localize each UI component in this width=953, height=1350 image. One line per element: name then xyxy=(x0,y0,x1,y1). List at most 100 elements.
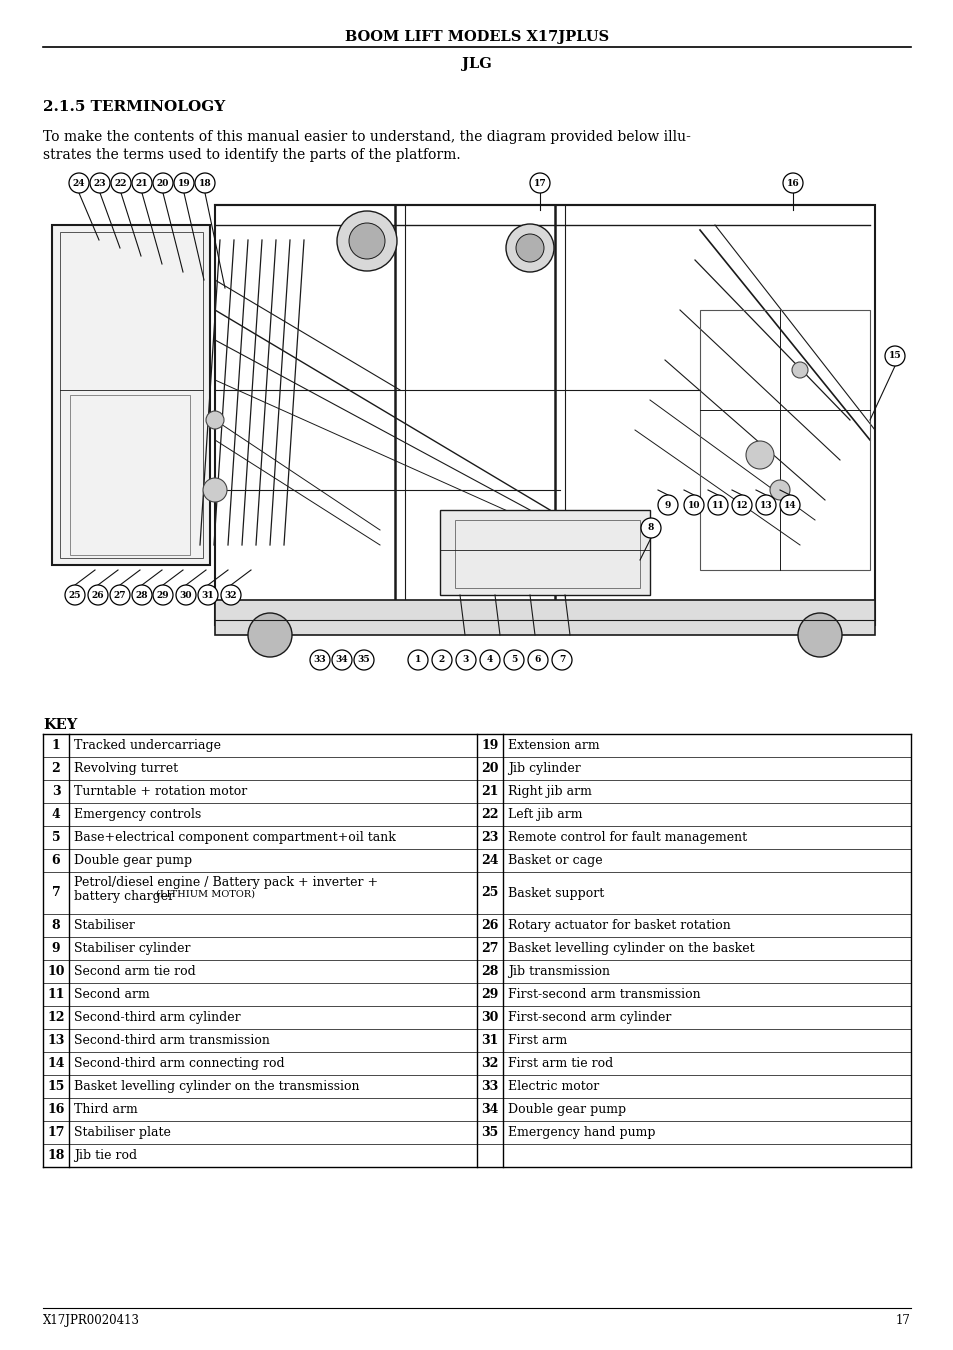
Circle shape xyxy=(221,585,241,605)
Circle shape xyxy=(132,585,152,605)
Circle shape xyxy=(203,478,227,502)
Text: 12: 12 xyxy=(735,501,747,509)
Circle shape xyxy=(755,495,775,514)
Text: Second arm: Second arm xyxy=(74,988,150,1000)
Text: 31: 31 xyxy=(201,590,214,599)
Text: 31: 31 xyxy=(481,1034,498,1048)
Text: Basket or cage: Basket or cage xyxy=(507,855,602,867)
Text: Second-third arm connecting rod: Second-third arm connecting rod xyxy=(74,1057,284,1071)
Text: (LITHIUM MOTOR): (LITHIUM MOTOR) xyxy=(156,890,255,899)
Circle shape xyxy=(658,495,678,514)
Text: JLG: JLG xyxy=(461,57,492,72)
Bar xyxy=(455,520,639,589)
Bar xyxy=(214,205,874,625)
Circle shape xyxy=(336,211,396,271)
Text: 8: 8 xyxy=(647,524,654,532)
Circle shape xyxy=(745,441,773,468)
Text: BOOM LIFT MODELS X17JPLUS: BOOM LIFT MODELS X17JPLUS xyxy=(345,30,608,45)
Text: 14: 14 xyxy=(48,1057,65,1071)
Text: 34: 34 xyxy=(335,656,348,664)
Text: 17: 17 xyxy=(533,178,546,188)
Text: 4: 4 xyxy=(51,809,60,821)
Text: 25: 25 xyxy=(69,590,81,599)
Circle shape xyxy=(797,613,841,657)
Circle shape xyxy=(479,649,499,670)
Circle shape xyxy=(707,495,727,514)
Text: First arm: First arm xyxy=(507,1034,567,1048)
Text: Petrol/diesel engine / Battery pack + inverter +: Petrol/diesel engine / Battery pack + in… xyxy=(74,876,377,890)
Text: 20: 20 xyxy=(156,178,169,188)
Text: To make the contents of this manual easier to understand, the diagram provided b: To make the contents of this manual easi… xyxy=(43,130,690,144)
Text: 2: 2 xyxy=(438,656,445,664)
Text: 17: 17 xyxy=(48,1126,65,1139)
Circle shape xyxy=(206,410,224,429)
Circle shape xyxy=(194,173,214,193)
Text: Turntable + rotation motor: Turntable + rotation motor xyxy=(74,784,247,798)
Text: 29: 29 xyxy=(156,590,169,599)
Text: 23: 23 xyxy=(93,178,106,188)
Text: 16: 16 xyxy=(48,1103,65,1116)
Circle shape xyxy=(173,173,193,193)
Bar xyxy=(43,167,910,705)
Text: 4: 4 xyxy=(486,656,493,664)
Circle shape xyxy=(354,649,374,670)
Text: 14: 14 xyxy=(782,501,796,509)
Text: 18: 18 xyxy=(198,178,212,188)
Text: Double gear pump: Double gear pump xyxy=(507,1103,625,1116)
Text: 15: 15 xyxy=(888,351,901,360)
Text: 12: 12 xyxy=(48,1011,65,1025)
Text: 22: 22 xyxy=(114,178,127,188)
Text: Electric motor: Electric motor xyxy=(507,1080,598,1094)
Text: 16: 16 xyxy=(786,178,799,188)
Text: 17: 17 xyxy=(895,1314,910,1327)
Text: Third arm: Third arm xyxy=(74,1103,137,1116)
Text: 11: 11 xyxy=(48,988,65,1000)
Text: 21: 21 xyxy=(135,178,148,188)
Text: 32: 32 xyxy=(225,590,237,599)
Circle shape xyxy=(198,585,218,605)
Text: 2: 2 xyxy=(51,761,60,775)
Text: Stabiliser cylinder: Stabiliser cylinder xyxy=(74,942,191,954)
Circle shape xyxy=(683,495,703,514)
Circle shape xyxy=(175,585,195,605)
Text: Second-third arm cylinder: Second-third arm cylinder xyxy=(74,1011,240,1025)
Text: KEY: KEY xyxy=(43,718,77,732)
Circle shape xyxy=(884,346,904,366)
Text: 24: 24 xyxy=(72,178,85,188)
Text: 7: 7 xyxy=(558,656,564,664)
Text: 1: 1 xyxy=(415,656,420,664)
Bar xyxy=(700,310,869,570)
Circle shape xyxy=(505,224,554,271)
Circle shape xyxy=(111,173,131,193)
Text: 3: 3 xyxy=(51,784,60,798)
Text: Emergency controls: Emergency controls xyxy=(74,809,201,821)
Bar xyxy=(214,599,874,634)
Text: 26: 26 xyxy=(91,590,104,599)
Circle shape xyxy=(640,518,660,539)
Text: 5: 5 xyxy=(51,832,60,844)
Circle shape xyxy=(456,649,476,670)
Text: 18: 18 xyxy=(48,1149,65,1162)
Circle shape xyxy=(527,649,547,670)
Circle shape xyxy=(65,585,85,605)
Text: 30: 30 xyxy=(179,590,193,599)
Circle shape xyxy=(503,649,523,670)
Text: Rotary actuator for basket rotation: Rotary actuator for basket rotation xyxy=(507,919,730,931)
Text: Jib tie rod: Jib tie rod xyxy=(74,1149,137,1162)
Text: 33: 33 xyxy=(314,656,326,664)
Text: 35: 35 xyxy=(481,1126,498,1139)
Circle shape xyxy=(432,649,452,670)
Text: Jib transmission: Jib transmission xyxy=(507,965,609,977)
Circle shape xyxy=(310,649,330,670)
Bar xyxy=(52,225,210,566)
Circle shape xyxy=(152,585,172,605)
Text: Remote control for fault management: Remote control for fault management xyxy=(507,832,746,844)
Text: 23: 23 xyxy=(481,832,498,844)
Text: 11: 11 xyxy=(711,501,723,509)
Text: First-second arm cylinder: First-second arm cylinder xyxy=(507,1011,671,1025)
Text: Right jib arm: Right jib arm xyxy=(507,784,591,798)
Text: 27: 27 xyxy=(480,942,498,954)
Text: 35: 35 xyxy=(357,656,370,664)
Text: First arm tie rod: First arm tie rod xyxy=(507,1057,613,1071)
Text: 21: 21 xyxy=(480,784,498,798)
